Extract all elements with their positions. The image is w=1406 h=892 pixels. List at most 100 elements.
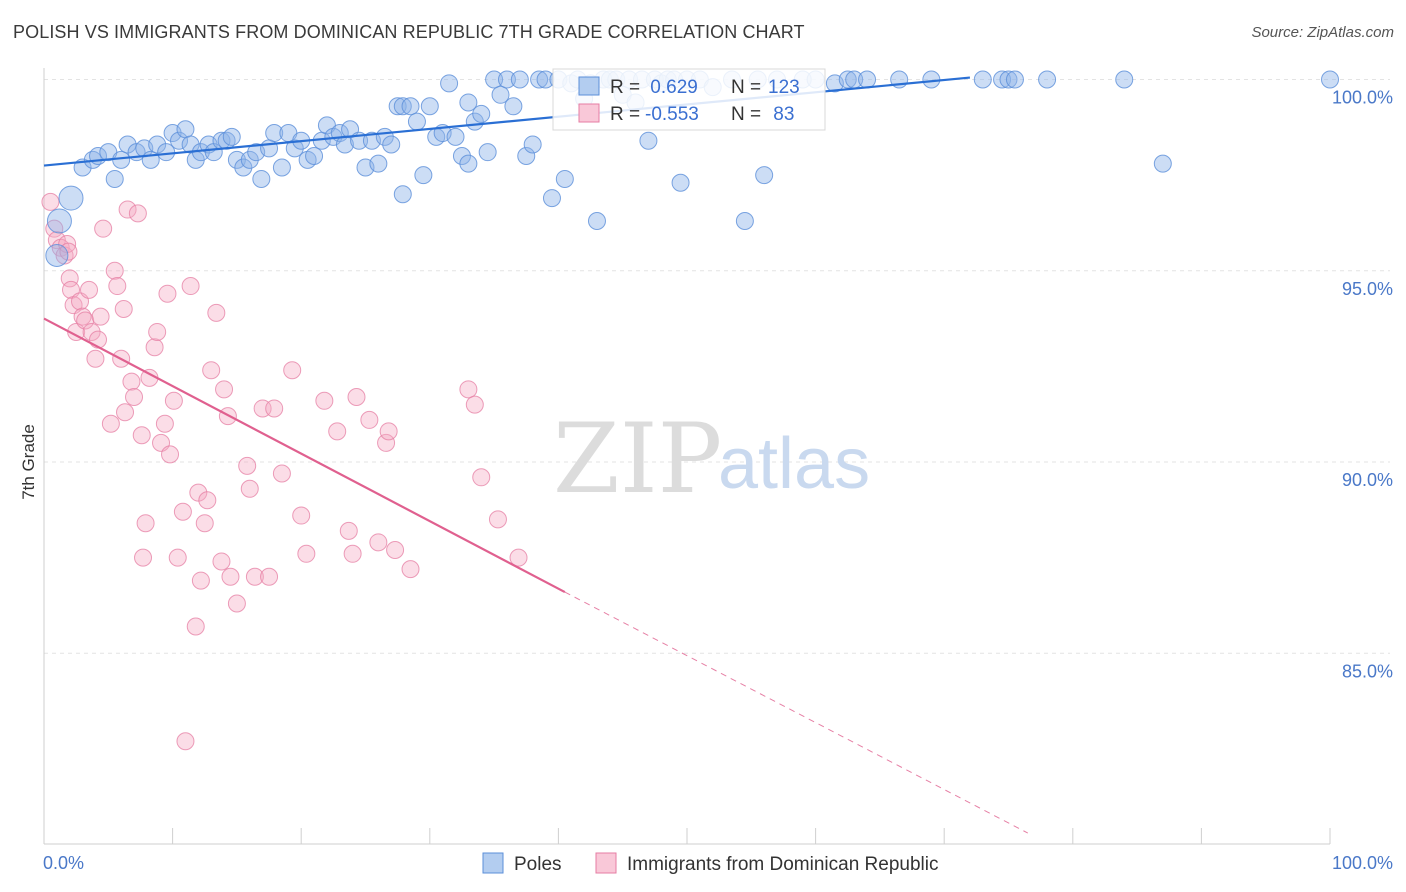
poles-point-100 bbox=[735, 212, 754, 231]
poles-point-116 bbox=[1038, 70, 1057, 89]
poles-point-73 bbox=[530, 70, 549, 89]
dominican-point-46 bbox=[198, 491, 217, 510]
poles-point-69 bbox=[504, 97, 523, 116]
poles-point-55 bbox=[414, 166, 433, 185]
legend-n-label-dominican: N = bbox=[731, 104, 761, 125]
axes bbox=[43, 68, 1331, 845]
poles-point-107 bbox=[838, 70, 857, 89]
dominican-point-35 bbox=[158, 284, 177, 303]
series-swatch-poles bbox=[482, 852, 504, 874]
series-label-dominican: Immigrants from Dominican Republic bbox=[627, 854, 939, 875]
poles-point-77 bbox=[555, 169, 574, 188]
poles-point-119 bbox=[1321, 70, 1339, 89]
dominican-point-38 bbox=[168, 548, 187, 567]
legend-r-label-poles: R = bbox=[610, 77, 640, 98]
dominican-point-36 bbox=[161, 445, 180, 464]
dominican-point-73 bbox=[386, 540, 405, 559]
dominican-point-15 bbox=[86, 349, 105, 368]
dominican-point-54 bbox=[238, 456, 257, 475]
dominican-point-29 bbox=[134, 548, 153, 567]
poles-point-115 bbox=[1005, 70, 1024, 89]
poles-point-25 bbox=[222, 127, 241, 146]
poles-point-61 bbox=[452, 147, 471, 165]
x-tick-labels: 0.0% 100.0% bbox=[43, 853, 1393, 873]
dominican-point-40 bbox=[176, 732, 195, 751]
dominican-point-58 bbox=[260, 567, 279, 586]
dominican-point-45 bbox=[195, 514, 214, 533]
poles-point-56 bbox=[420, 97, 439, 116]
poles-point-53 bbox=[401, 97, 420, 116]
poles-point-31 bbox=[260, 139, 279, 158]
dominican-point-47 bbox=[202, 361, 221, 380]
dominican-point-24 bbox=[122, 372, 141, 391]
dominican-point-80 bbox=[114, 300, 133, 318]
dominican-point-75 bbox=[459, 380, 478, 399]
dominican-point-34 bbox=[155, 414, 174, 433]
poles-point-70 bbox=[510, 70, 529, 89]
dominican-point-6 bbox=[60, 269, 79, 288]
dominican-point-67 bbox=[343, 544, 362, 563]
dominican-point-28 bbox=[136, 514, 155, 533]
dominican-point-37 bbox=[164, 391, 183, 410]
series-swatch-dominican bbox=[595, 852, 617, 874]
poles-point-60 bbox=[446, 127, 465, 146]
dominican-point-23 bbox=[118, 200, 137, 219]
poles-point-102 bbox=[755, 166, 774, 185]
dominican-point-44 bbox=[191, 571, 210, 590]
dominican-point-49 bbox=[212, 552, 231, 571]
dominican-point-78 bbox=[488, 510, 507, 529]
poles-point-33 bbox=[272, 158, 291, 177]
poles-point-113 bbox=[993, 70, 1012, 89]
x-tick-label-1: 100.0% bbox=[1332, 853, 1393, 873]
dominican-point-69 bbox=[360, 410, 379, 429]
poles-point-0 bbox=[46, 208, 72, 234]
poles-point-52 bbox=[393, 97, 412, 116]
series-legend: Poles Immigrants from Dominican Republic bbox=[482, 852, 939, 875]
poles-point-120 bbox=[393, 185, 412, 204]
dominican-point-41 bbox=[181, 277, 200, 296]
legend-n-label-poles: N = bbox=[731, 77, 761, 98]
poles-point-48 bbox=[369, 154, 388, 173]
poles-point-118 bbox=[1153, 154, 1172, 173]
dominican-point-32 bbox=[148, 322, 167, 341]
poles-point-90 bbox=[639, 131, 658, 150]
chart-source: Source: ZipAtlas.com bbox=[1251, 24, 1394, 41]
poles-point-2 bbox=[45, 243, 69, 267]
dominican-point-64 bbox=[315, 391, 334, 410]
poles-point-32 bbox=[265, 124, 284, 143]
dominican-point-79 bbox=[509, 548, 528, 567]
dominican-point-50 bbox=[215, 380, 234, 399]
y-axis-label: 7th Grade bbox=[19, 424, 38, 500]
watermark-zip: ZIP bbox=[553, 403, 722, 515]
dominican-point-59 bbox=[265, 399, 284, 418]
dominican-point-14 bbox=[82, 322, 101, 341]
poles-point-59 bbox=[440, 74, 459, 93]
correlation-legend: R = 0.629 N = 123 R = -0.553 N = 83 bbox=[552, 68, 826, 131]
poles-point-13 bbox=[148, 135, 167, 154]
dominican-point-77 bbox=[472, 468, 491, 487]
dominican-point-20 bbox=[108, 277, 127, 296]
dominican-point-18 bbox=[101, 414, 120, 433]
poles-point-75 bbox=[542, 189, 561, 208]
dominican-point-70 bbox=[369, 533, 388, 552]
x-tick-label-0: 0.0% bbox=[43, 853, 84, 873]
dominican-point-81 bbox=[91, 307, 110, 326]
legend-swatch-poles bbox=[578, 76, 600, 96]
dominican-trend-extension bbox=[564, 591, 1029, 834]
poles-point-64 bbox=[472, 104, 491, 123]
poles-point-112 bbox=[973, 70, 992, 89]
legend-r-value-poles: 0.629 bbox=[645, 77, 698, 98]
dominican-point-42 bbox=[186, 617, 205, 636]
poles-point-62 bbox=[459, 93, 478, 112]
dominican-point-68 bbox=[347, 387, 366, 406]
pink-series-points bbox=[41, 192, 528, 751]
poles-point-17 bbox=[176, 120, 195, 139]
legend-n-value-poles: 123 bbox=[768, 77, 800, 98]
dominican-point-17 bbox=[94, 219, 113, 238]
poles-point-95 bbox=[671, 173, 690, 192]
poles-point-28 bbox=[240, 150, 259, 169]
poles-point-114 bbox=[999, 70, 1018, 89]
dominican-trend-line bbox=[43, 317, 566, 594]
dominican-point-13 bbox=[80, 280, 99, 299]
